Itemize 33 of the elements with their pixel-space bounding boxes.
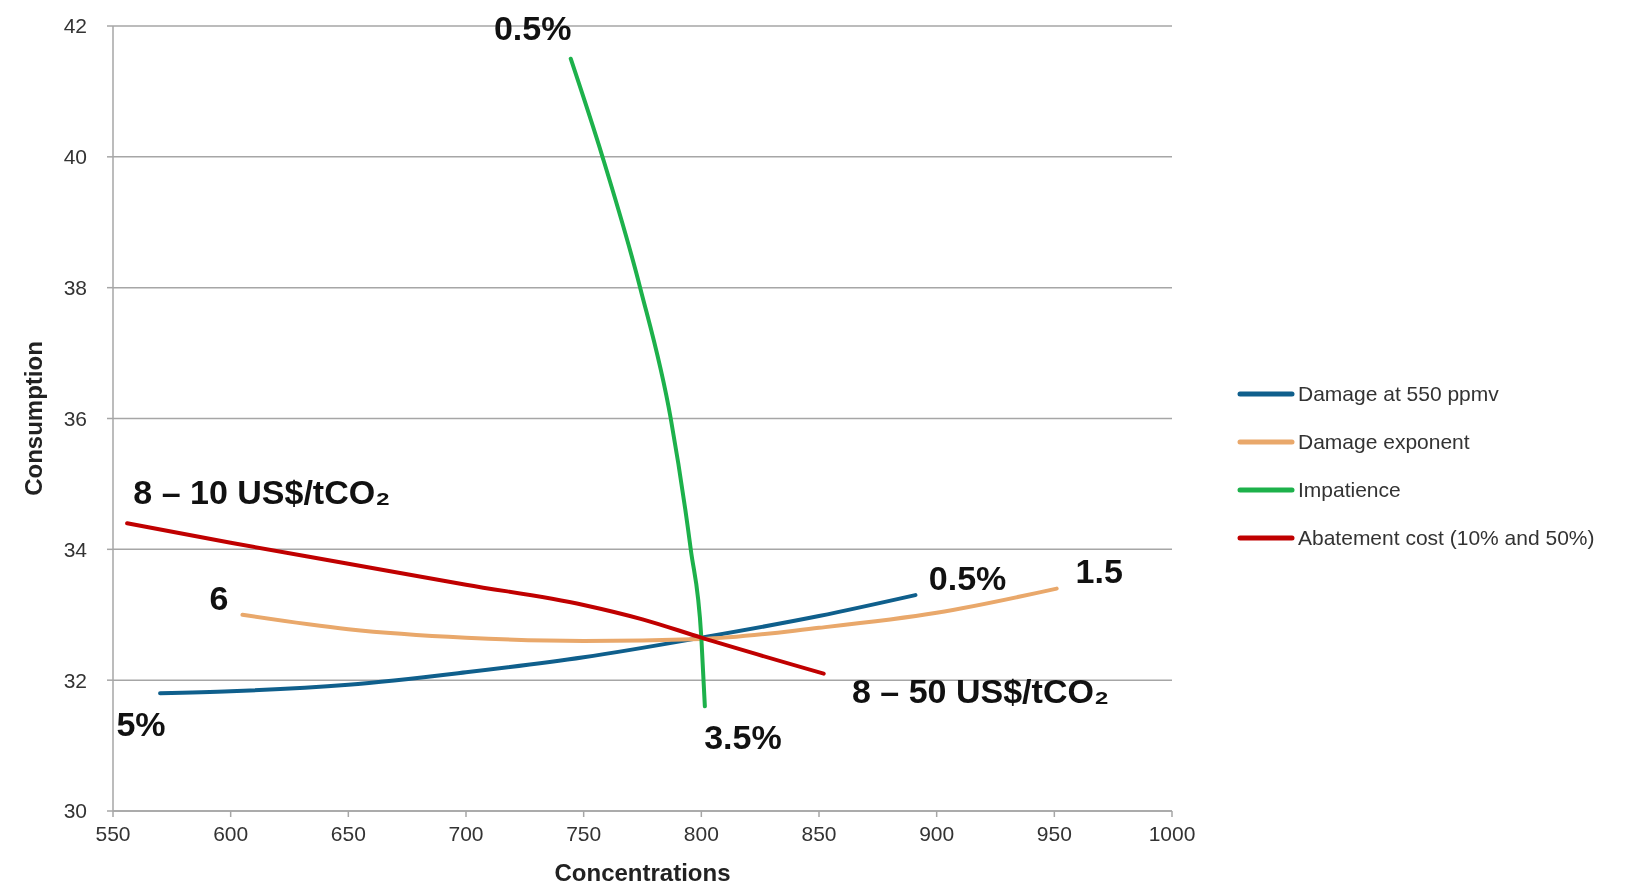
legend-label: Damage at 550 ppmv [1298, 382, 1500, 406]
annotation: 8 – 10 US$/tCO₂ [133, 473, 391, 512]
x-axis-title: Concentrations [554, 859, 731, 886]
legend-label: Abatement cost (10% and 50%) [1298, 526, 1595, 550]
y-axis-title: Consumption [20, 341, 47, 496]
annotation: 6 [209, 578, 229, 617]
annotation: 3.5% [704, 718, 782, 757]
x-tick-label: 650 [330, 822, 366, 845]
legend-label: Damage exponent [1298, 430, 1470, 454]
y-tick-label: 42 [63, 14, 87, 38]
line-series [125, 521, 826, 676]
x-tick-label: 900 [919, 822, 955, 845]
x-tick-label: 1000 [1148, 822, 1196, 845]
annotation: 1.5 [1075, 552, 1123, 591]
y-tick-label: 30 [63, 799, 87, 823]
x-tick-label: 600 [213, 822, 249, 845]
y-tick-label: 38 [63, 276, 87, 300]
x-tick-label: 750 [566, 822, 602, 845]
y-tick-label: 36 [63, 406, 87, 430]
y-tick-label: 32 [63, 668, 87, 692]
x-tick-label: 550 [95, 822, 131, 845]
x-tick-label: 700 [448, 822, 484, 845]
x-tick-label: 800 [683, 822, 719, 845]
y-tick-label: 34 [63, 537, 88, 561]
x-tick-label: 950 [1036, 822, 1072, 845]
line-series [568, 56, 707, 709]
annotation: 8 – 50 US$/tCO₂ [852, 671, 1110, 710]
x-tick-label: 850 [801, 822, 837, 845]
legend-label: Impatience [1298, 478, 1401, 502]
annotation: 5% [116, 705, 166, 744]
annotation: 0.5% [928, 559, 1007, 598]
y-tick-label: 40 [63, 145, 87, 169]
annotation: 0.5% [493, 8, 572, 47]
